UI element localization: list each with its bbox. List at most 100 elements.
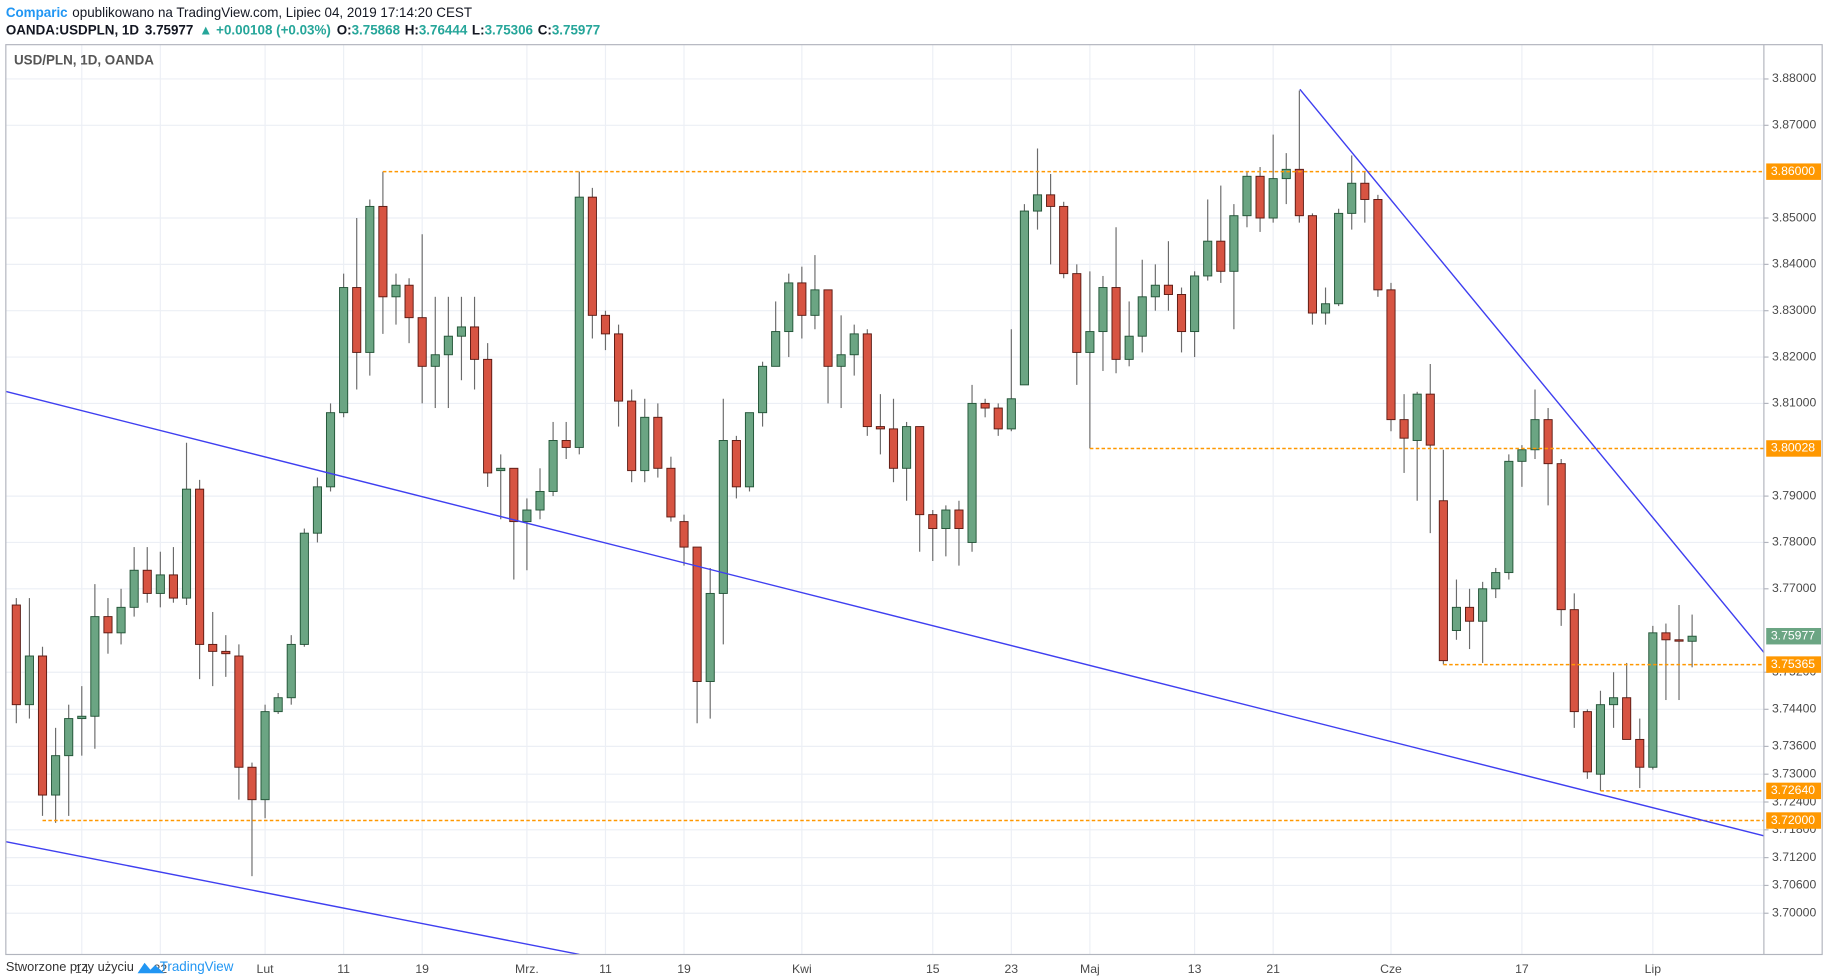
- level-label-box: [1766, 812, 1822, 829]
- candle-body: [247, 766, 257, 801]
- candle-body: [1661, 632, 1671, 641]
- x-tick-label: Cze: [1380, 962, 1402, 976]
- candle-body: [1242, 175, 1252, 217]
- candle-body: [1386, 289, 1396, 421]
- candle-body: [1032, 194, 1043, 212]
- trend-line: [5, 840, 580, 956]
- candle-body: [51, 755, 61, 796]
- y-tick-label: 3.81000: [1772, 396, 1816, 410]
- current-price-label: 3.75977: [1771, 628, 1815, 642]
- candle-body: [430, 354, 440, 367]
- candle-body: [168, 574, 178, 599]
- candle-body: [1347, 182, 1357, 214]
- candle-body: [1530, 419, 1540, 451]
- x-tick-label: 19: [677, 962, 691, 976]
- candle-body: [1085, 331, 1095, 353]
- level-label-box: [1766, 782, 1822, 800]
- candle-body: [1255, 175, 1265, 219]
- candle-body: [77, 715, 87, 720]
- candle-body: [299, 532, 309, 645]
- x-tick-label: 14: [75, 962, 89, 976]
- candle-body: [1268, 178, 1278, 219]
- level-label: 3.75365: [1771, 657, 1815, 671]
- y-tick-label: 3.85000: [1772, 210, 1816, 224]
- symbol: OANDA:USDPLN, 1D: [6, 22, 140, 37]
- candle-body: [1582, 711, 1592, 773]
- plot-border: [5, 44, 1823, 956]
- candle-body: [1425, 393, 1435, 446]
- level-label: 3.86000: [1771, 164, 1815, 178]
- price-axis: 3.88000 3.87000 3.85000 3.84000 3.83000 3.820…: [75, 71, 1822, 976]
- y-tick-label: 3.83000: [1772, 303, 1816, 317]
- x-tick-label: Mrz.: [515, 962, 539, 976]
- candle-body: [1019, 210, 1029, 386]
- candle-body: [902, 426, 912, 469]
- candle-body: [142, 569, 152, 594]
- candle-body: [980, 402, 990, 409]
- candle-body: [417, 317, 427, 367]
- l-label: L:: [472, 22, 485, 37]
- y-tick-label: 3.73000: [1772, 766, 1816, 780]
- x-tick-label: 15: [926, 962, 940, 976]
- x-tick-label: Kwi: [792, 962, 812, 976]
- o-value: 3.75868: [352, 22, 401, 37]
- y-tick-label: 3.70600: [1772, 878, 1816, 892]
- candle-body: [1451, 606, 1462, 631]
- candle-body: [1609, 697, 1619, 706]
- candle-body: [1137, 296, 1147, 337]
- candle-body: [640, 416, 650, 472]
- candle-body: [155, 574, 165, 594]
- candle-body: [692, 546, 702, 682]
- candle-body: [653, 416, 663, 469]
- chart-title: USD/PLN, 1D, OANDA: [14, 53, 154, 68]
- candle-body: [1072, 273, 1082, 353]
- candle-body: [836, 354, 846, 367]
- candle-body: [195, 488, 205, 645]
- footer-logo[interactable]: TradingView: [160, 959, 234, 974]
- candle-body: [705, 592, 715, 682]
- y-tick-label: 3.82000: [1772, 349, 1816, 363]
- candle-body: [561, 440, 571, 448]
- candle-body: [456, 326, 467, 337]
- candle-body: [404, 284, 414, 319]
- y-tick-label: 3.87000: [1772, 118, 1816, 132]
- candle-body: [11, 604, 21, 706]
- candle-body: [862, 333, 872, 428]
- candle-body: [1399, 419, 1409, 439]
- candle-body: [1150, 284, 1160, 298]
- candle-body: [1556, 463, 1566, 611]
- symbol-line: OANDA:USDPLN, 1D 3.75977 ▲ +0.00108 (+0.03…: [6, 22, 600, 37]
- x-tick-label: 13: [1188, 962, 1202, 976]
- o-label: O:: [337, 22, 352, 37]
- brand[interactable]: Comparic: [6, 4, 68, 19]
- candle-body: [928, 514, 938, 530]
- trend-line: [1299, 88, 1765, 653]
- candle-body: [810, 289, 820, 316]
- candle-body: [325, 412, 336, 488]
- x-tick-label: Maj: [1080, 962, 1100, 976]
- candle-body: [1412, 393, 1422, 441]
- candle-body: [1569, 609, 1579, 713]
- candle-body: [273, 697, 283, 713]
- candle-body: [1635, 738, 1645, 768]
- candle-body: [339, 287, 349, 414]
- candle-body: [679, 521, 689, 548]
- candle-body: [915, 426, 925, 516]
- candle-body: [1543, 419, 1553, 465]
- candle-body: [574, 196, 584, 448]
- candle-body: [797, 282, 807, 316]
- candle-body: [1622, 697, 1632, 740]
- candle-body: [116, 606, 126, 634]
- candle-body: [181, 488, 192, 599]
- candle-body: [37, 655, 48, 796]
- x-tick-label: Lut: [257, 962, 275, 976]
- x-tick-label: 21: [1266, 962, 1280, 976]
- y-tick-label: 3.74400: [1772, 702, 1816, 716]
- candle-body: [718, 440, 728, 594]
- candle-body: [1294, 168, 1304, 217]
- candle-body: [993, 407, 1003, 430]
- candle-body: [103, 616, 113, 634]
- footer-text: Stworzone przy użyciu: [6, 959, 134, 974]
- candle-body: [1438, 500, 1448, 662]
